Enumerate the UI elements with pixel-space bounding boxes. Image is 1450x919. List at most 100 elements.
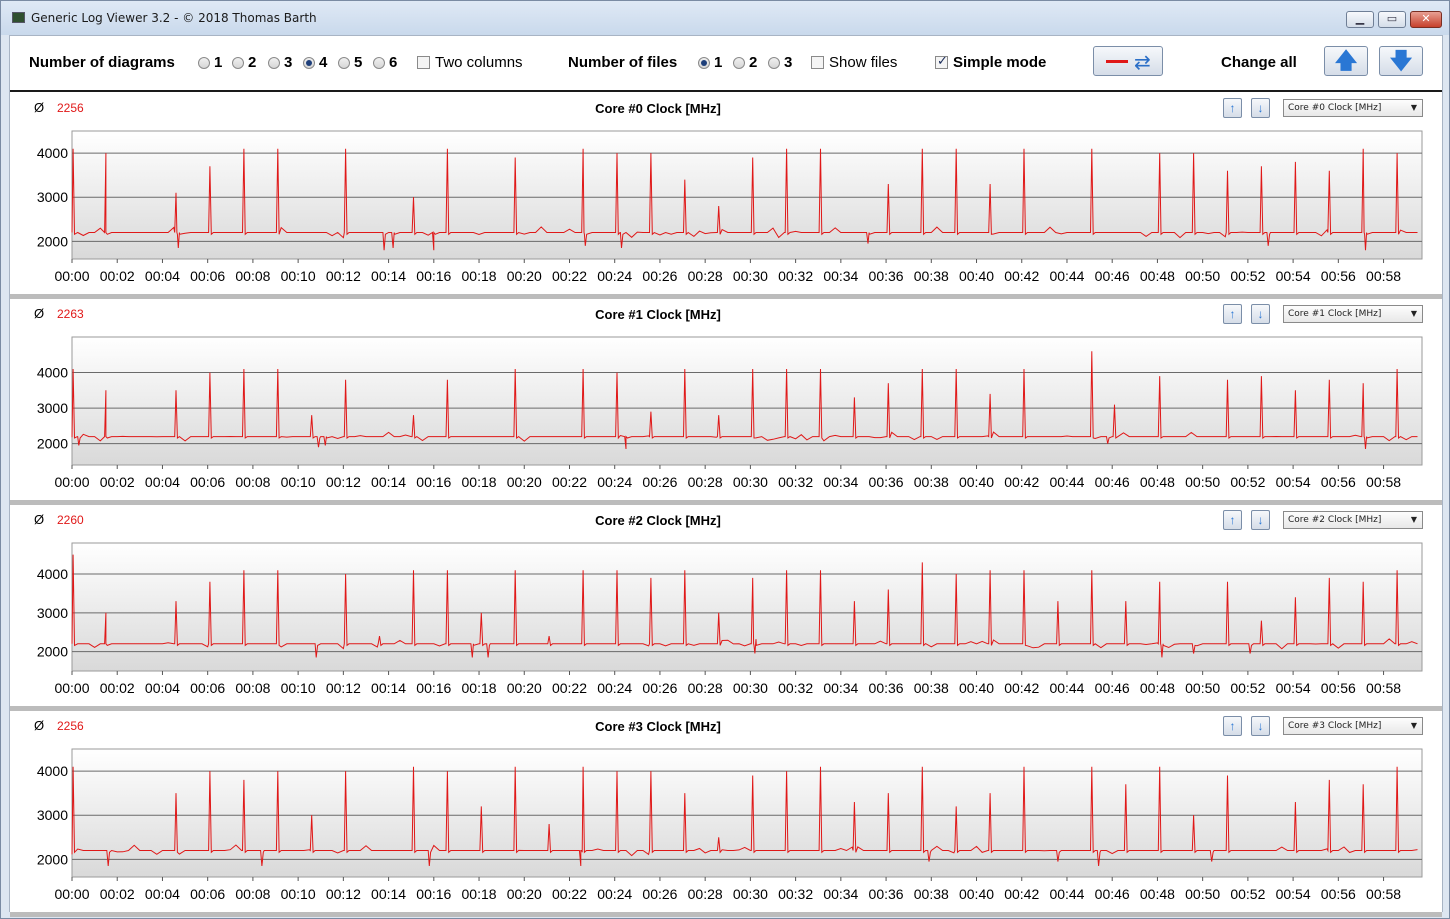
move-all-up-button[interactable]: 🡅: [1324, 46, 1368, 76]
x-tick-label: 00:20: [507, 680, 542, 696]
sensor-select[interactable]: Core #0 Clock [MHz] ▼: [1283, 99, 1423, 117]
x-tick-label: 00:54: [1276, 680, 1311, 696]
x-tick-label: 00:22: [552, 680, 587, 696]
x-tick-label: 00:40: [959, 268, 994, 284]
x-tick-label: 00:12: [326, 474, 361, 490]
checkbox-box[interactable]: [935, 53, 948, 69]
move-down-button[interactable]: ↓: [1251, 98, 1270, 118]
checkbox-box[interactable]: [811, 56, 824, 69]
x-tick-label: 00:00: [54, 886, 89, 902]
x-tick-label: 00:50: [1185, 268, 1220, 284]
move-up-button[interactable]: ↑: [1223, 98, 1242, 118]
diagram-panel: Ø 2256 Core #3 Clock [MHz] ↑ ↓ Core #3 Clock …: [10, 711, 1442, 917]
radio-dot[interactable]: [768, 57, 780, 69]
line-chart[interactable]: 2000 3000 4000 00:00 00:02 00:04 00:06 00:08 00:…: [10, 327, 1442, 497]
arrow-up-icon: 🡅: [1334, 48, 1358, 73]
x-tick-label: 00:48: [1140, 268, 1175, 284]
close-button[interactable]: ✕: [1410, 11, 1442, 28]
x-tick-label: 00:26: [642, 886, 677, 902]
sensor-select-value: Core #3 Clock [MHz]: [1288, 721, 1382, 731]
radio-dot[interactable]: [698, 57, 710, 69]
x-tick-label: 00:30: [733, 680, 768, 696]
radio-dot[interactable]: [373, 57, 385, 69]
sensor-select[interactable]: Core #2 Clock [MHz] ▼: [1283, 511, 1423, 529]
move-up-button[interactable]: ↑: [1223, 510, 1242, 530]
radio-dot[interactable]: [232, 57, 244, 69]
x-tick-label: 00:00: [54, 474, 89, 490]
move-up-button[interactable]: ↑: [1223, 304, 1242, 324]
line-color-sync-button[interactable]: ⇄: [1093, 46, 1163, 76]
x-tick-label: 00:36: [869, 268, 904, 284]
plot-area: [71, 748, 1423, 878]
x-tick-label: 00:10: [281, 680, 316, 696]
y-tick-label: 4000: [37, 365, 68, 381]
x-tick-label: 00:34: [823, 268, 858, 284]
x-tick-label: 00:02: [100, 474, 135, 490]
x-tick-label: 00:18: [462, 474, 497, 490]
y-tick-label: 4000: [37, 145, 68, 161]
diagram-title: Core #0 Clock [MHz]: [595, 101, 721, 116]
change-all-label: Change all: [1221, 54, 1297, 71]
x-tick-label: 00:32: [778, 680, 813, 696]
files-label: Number of files: [568, 54, 678, 71]
x-tick-label: 00:06: [190, 886, 225, 902]
x-tick-label: 00:34: [823, 474, 858, 490]
y-tick-label: 4000: [37, 566, 68, 582]
arrow-down-icon: ↓: [1257, 513, 1264, 527]
x-tick-label: 00:46: [1095, 680, 1130, 696]
radio-dot[interactable]: [338, 57, 350, 69]
x-tick-label: 00:18: [462, 886, 497, 902]
y-tick-label: 3000: [37, 807, 68, 823]
x-tick-label: 00:38: [914, 680, 949, 696]
chart-svg[interactable]: 2000 3000 4000 00:00 00:02 00:04 00:06 00:08 00:…: [10, 327, 1442, 497]
move-down-button[interactable]: ↓: [1251, 510, 1270, 530]
x-tick-label: 00:08: [235, 268, 270, 284]
x-tick-label: 00:24: [597, 474, 632, 490]
x-tick-label: 00:54: [1276, 474, 1311, 490]
radio-dot[interactable]: [733, 57, 745, 69]
y-tick-label: 2000: [37, 233, 68, 249]
x-tick-label: 00:04: [145, 886, 180, 902]
x-tick-label: 00:58: [1366, 474, 1401, 490]
arrow-up-icon: ↑: [1229, 719, 1236, 733]
sensor-select[interactable]: Core #3 Clock [MHz] ▼: [1283, 717, 1423, 735]
x-tick-label: 00:28: [688, 268, 723, 284]
arrow-up-icon: ↑: [1229, 307, 1236, 321]
x-tick-label: 00:42: [1004, 680, 1039, 696]
radio-dot[interactable]: [198, 57, 210, 69]
move-all-down-button[interactable]: 🡇: [1379, 46, 1423, 76]
x-tick-label: 00:44: [1049, 886, 1084, 902]
x-tick-label: 00:30: [733, 474, 768, 490]
x-tick-label: 00:32: [778, 886, 813, 902]
chart-svg[interactable]: 2000 3000 4000 00:00 00:02 00:04 00:06 00:08 00:…: [10, 533, 1442, 703]
x-tick-label: 00:00: [54, 268, 89, 284]
sensor-select[interactable]: Core #1 Clock [MHz] ▼: [1283, 305, 1423, 323]
x-tick-label: 00:54: [1276, 268, 1311, 284]
move-down-button[interactable]: ↓: [1251, 716, 1270, 736]
line-chart[interactable]: 2000 3000 4000 00:00 00:02 00:04 00:06 00:08 00:…: [10, 121, 1442, 291]
checkbox-box[interactable]: [417, 56, 430, 69]
x-tick-label: 00:38: [914, 886, 949, 902]
average-value: 2263: [57, 307, 84, 321]
maximize-button[interactable]: ▭: [1378, 11, 1406, 28]
chevron-down-icon: ▼: [1410, 103, 1417, 112]
y-tick-label: 3000: [37, 605, 68, 621]
radio-label: 1: [714, 54, 723, 71]
minimize-button[interactable]: ▁: [1346, 11, 1374, 28]
line-chart[interactable]: 2000 3000 4000 00:00 00:02 00:04 00:06 00:08 00:…: [10, 533, 1442, 703]
radio-dot[interactable]: [268, 57, 280, 69]
chart-svg[interactable]: 2000 3000 4000 00:00 00:02 00:04 00:06 00:08 00:…: [10, 121, 1442, 291]
x-tick-label: 00:52: [1230, 680, 1265, 696]
close-icon: ✕: [1421, 13, 1431, 25]
series-line: [71, 148, 1418, 251]
move-up-button[interactable]: ↑: [1223, 716, 1242, 736]
x-tick-label: 00:50: [1185, 886, 1220, 902]
radio-dot[interactable]: [303, 57, 315, 69]
move-down-button[interactable]: ↓: [1251, 304, 1270, 324]
line-chart[interactable]: 2000 3000 4000 00:00 00:02 00:04 00:06 00:08 00:…: [10, 739, 1442, 909]
chart-svg[interactable]: 2000 3000 4000 00:00 00:02 00:04 00:06 00:08 00:…: [10, 739, 1442, 909]
x-tick-label: 00:20: [507, 886, 542, 902]
x-tick-label: 00:28: [688, 474, 723, 490]
title-bar[interactable]: Generic Log Viewer 3.2 - © 2018 Thomas B…: [1, 1, 1449, 35]
